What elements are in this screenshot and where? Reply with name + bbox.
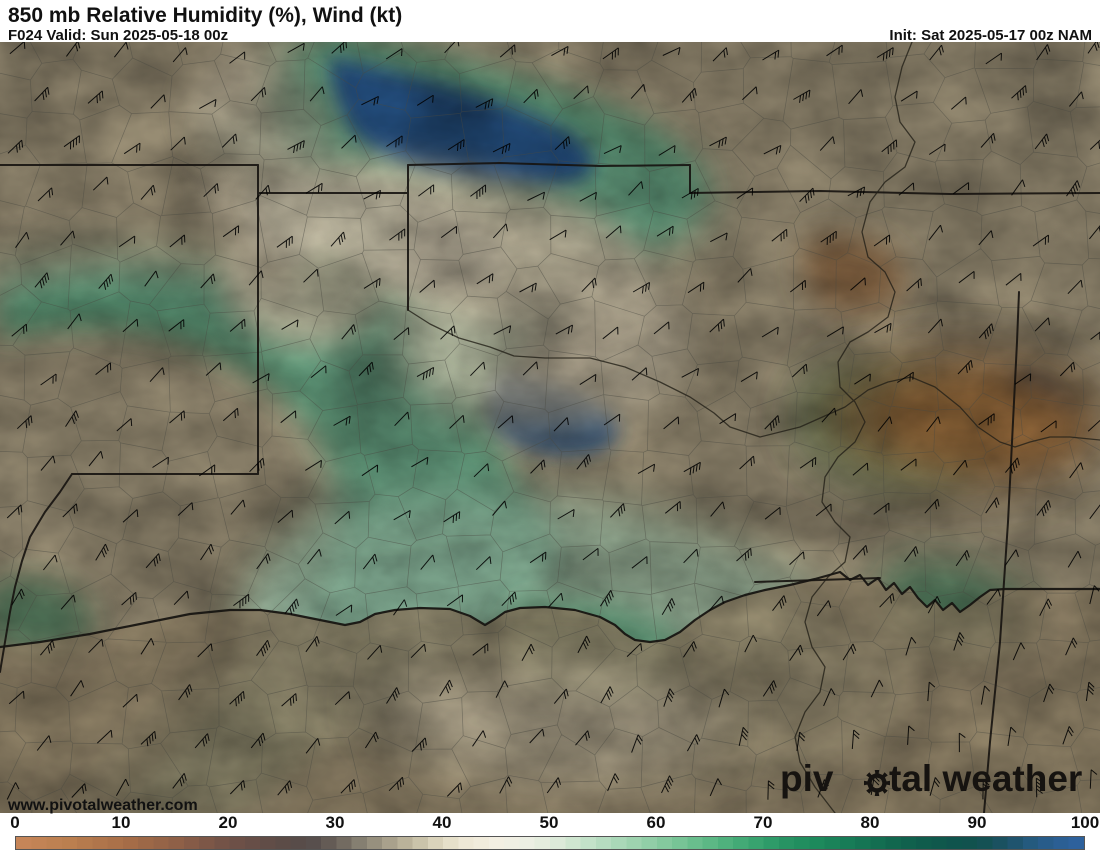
svg-text:tal weather: tal weather	[889, 760, 1082, 799]
svg-text:piv: piv	[780, 760, 834, 799]
